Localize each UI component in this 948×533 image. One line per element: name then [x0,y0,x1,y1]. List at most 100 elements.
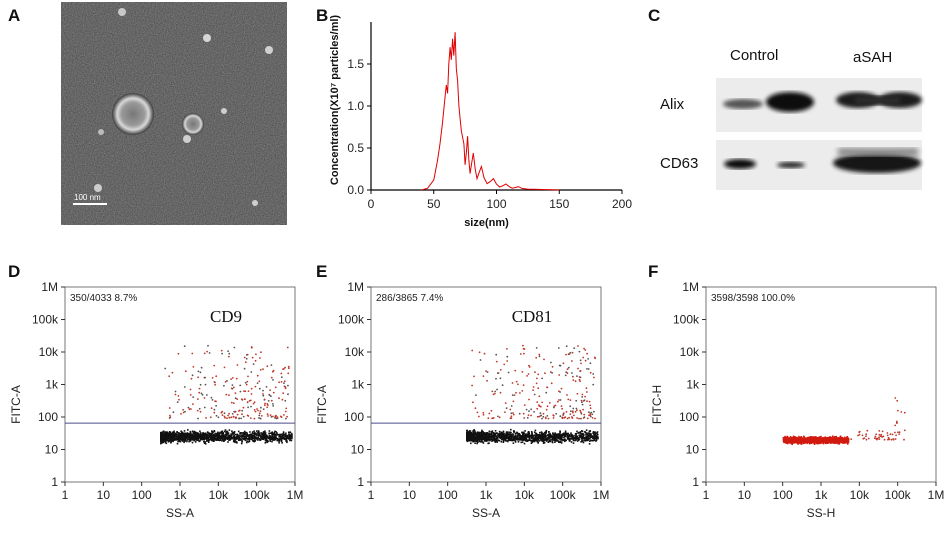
event-dot [188,440,190,443]
tail-event [886,434,889,437]
event-dot [845,441,847,444]
event-dot [835,441,838,443]
positive-event [253,401,256,403]
positive-event [282,392,285,395]
event-dot [199,433,201,436]
y-tick-label: 100 [38,410,58,424]
event-dot [831,435,834,438]
x-tick-label: 100 [132,488,152,502]
event-dot [161,442,163,444]
event-dot [257,430,260,433]
tail-event [850,438,853,440]
positive-event [208,352,211,354]
event-dot [249,431,251,433]
event-dot [212,440,215,442]
event-dot [169,431,172,434]
positive-event [203,352,206,355]
event-dot [249,434,252,436]
event-dot [819,438,821,440]
event-dot [210,432,213,435]
event-dot [165,440,167,442]
positive-event [197,376,200,379]
positive-event [286,346,289,349]
positive-event [228,416,231,419]
panel-letter-c: C [648,6,661,25]
event-dot [275,437,278,440]
positive-event [262,368,264,371]
positive-event [274,416,276,419]
positive-event [278,397,280,400]
positive-event [247,406,250,409]
gate-statistic: 350/4033 8.7% [70,293,137,304]
y-tick-label: 10 [686,443,700,457]
panel-letter-e: E [316,262,328,281]
event-dot [160,440,162,443]
positive-event [259,369,262,371]
positive-event [214,381,216,384]
y-tick-label: 1 [692,475,699,489]
event-dot [247,441,250,443]
event-dot [169,438,172,441]
event-dot [223,436,226,438]
positive-events [164,344,290,420]
event-dot [287,438,290,440]
event-dot [173,437,176,439]
event-dot [253,432,255,435]
y-tick-label: 1k [686,378,700,392]
event-dot [813,440,815,443]
event-dot [175,432,177,435]
event-dot [162,441,164,444]
event-dot [206,431,209,433]
event-dot [240,442,243,445]
event-dot [227,441,229,443]
positive-event [285,407,288,410]
positive-event [272,415,274,418]
event-dot [230,437,232,439]
event-dot [179,439,181,441]
event-dot [166,431,168,433]
event-dot [220,437,223,439]
event-dot [187,429,189,431]
tail-event [875,433,878,436]
event-dot [238,438,241,441]
event-dot [160,435,162,437]
positive-event [284,366,286,369]
event-dot [189,437,191,440]
event-dot [189,438,192,441]
event-dot [834,438,837,441]
positive-event [180,413,182,415]
positive-event [234,417,237,419]
y-tick-label: 10 [45,443,59,457]
x-tick-label: 100 [486,197,506,211]
positive-event [252,363,255,365]
event-dot [792,437,794,439]
event-dot [170,437,172,439]
event-dot [225,434,227,436]
event-dot [164,441,167,444]
event-dot [228,439,230,441]
positive-event [169,414,171,417]
x-tick-label: 1k [174,488,188,502]
positive-event [262,394,265,397]
event-dot [280,433,283,436]
event-dot [210,438,212,440]
event-dot [285,434,287,437]
positive-event [238,410,240,412]
event-dot [177,432,180,434]
positive-event [258,380,261,383]
event-dot [168,432,170,434]
event-dot [285,432,287,435]
event-dot [277,434,280,436]
event-dot [837,438,840,440]
positive-event [250,393,253,395]
tail-event [878,438,881,440]
event-dot [814,438,816,441]
positive-event [190,377,193,380]
event-dot [172,440,174,443]
event-dot [279,435,281,437]
event-dot [203,432,206,435]
event-dot [226,438,228,440]
event-dot [249,436,252,438]
event-dot [188,436,191,439]
event-dot [283,436,285,438]
